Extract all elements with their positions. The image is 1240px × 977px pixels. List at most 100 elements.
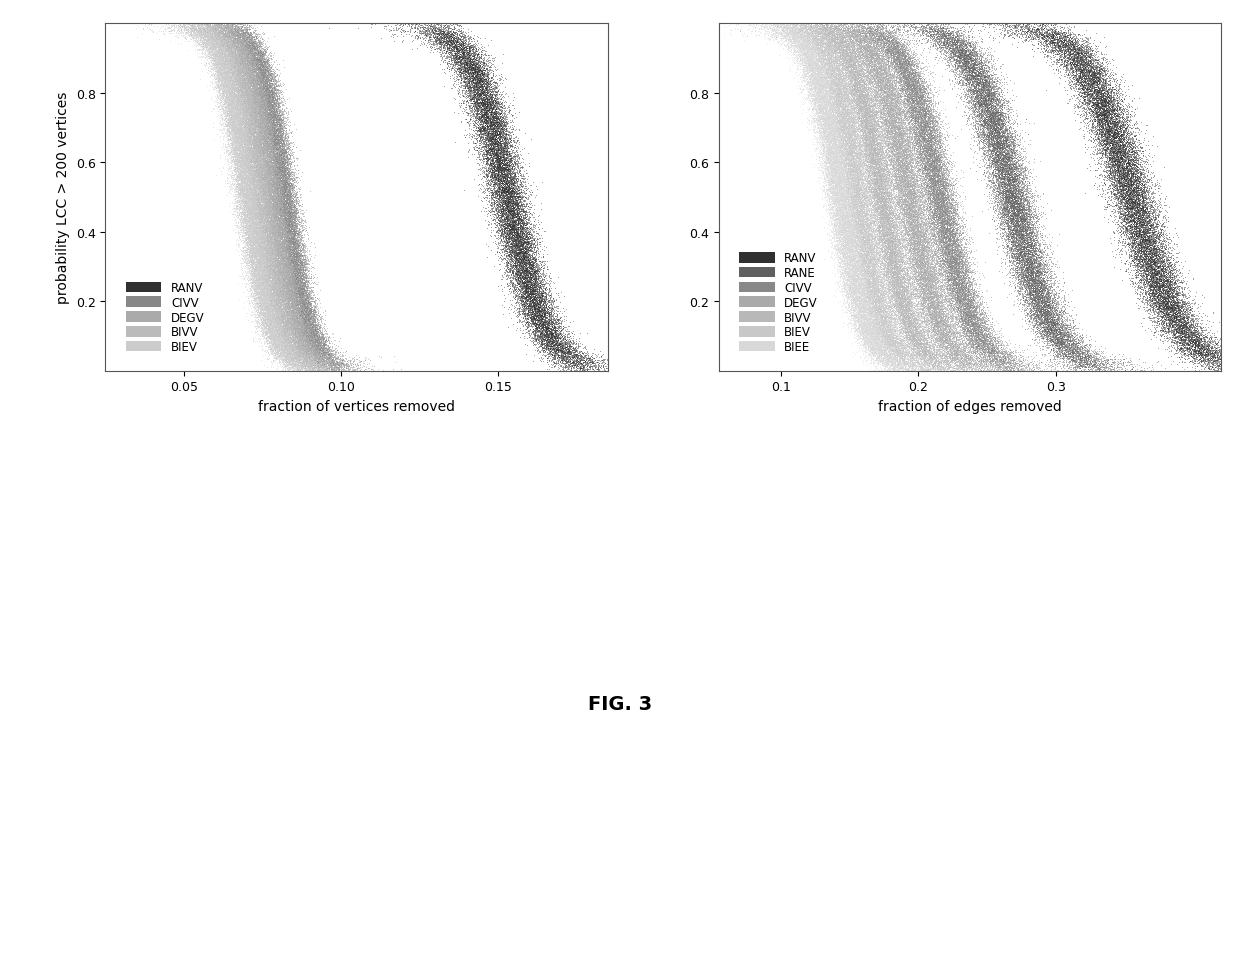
Point: [864, 44, 884, 60]
Point: [807, 25, 827, 41]
Point: [1033, 244, 1053, 260]
Point: [1022, 264, 1042, 279]
Point: [1115, 188, 1135, 203]
Point: [913, 120, 932, 136]
Point: [249, 249, 269, 265]
Point: [842, 133, 862, 149]
Point: [1120, 172, 1140, 188]
Point: [259, 234, 279, 250]
Point: [513, 247, 533, 263]
Point: [965, 61, 985, 76]
Point: [1125, 162, 1145, 178]
Point: [257, 102, 277, 117]
Point: [916, 325, 936, 341]
Point: [895, 323, 915, 339]
Point: [253, 51, 273, 66]
Point: [227, 35, 247, 51]
Point: [895, 225, 915, 240]
Point: [1147, 247, 1167, 263]
Point: [1106, 139, 1126, 154]
Point: [253, 244, 273, 260]
Point: [227, 84, 247, 100]
Point: [246, 266, 265, 281]
Point: [295, 347, 315, 362]
Point: [864, 251, 884, 267]
Point: [242, 212, 262, 228]
Point: [270, 158, 290, 174]
Point: [244, 152, 264, 168]
Point: [837, 234, 857, 250]
Point: [888, 186, 908, 201]
Point: [206, 45, 226, 61]
Point: [851, 72, 870, 88]
Point: [259, 231, 279, 246]
Point: [228, 79, 248, 95]
Point: [1161, 261, 1180, 276]
Point: [233, 53, 253, 68]
Point: [279, 266, 299, 281]
Point: [849, 46, 869, 62]
Point: [1153, 309, 1173, 324]
Point: [510, 232, 529, 247]
Point: [903, 183, 923, 198]
Point: [201, 27, 221, 43]
Point: [828, 251, 848, 267]
Point: [990, 122, 1009, 138]
Point: [1156, 301, 1176, 317]
Point: [248, 235, 268, 251]
Point: [263, 295, 283, 311]
Point: [890, 67, 910, 83]
Point: [1137, 203, 1157, 219]
Point: [878, 145, 898, 160]
Point: [513, 246, 533, 262]
Point: [994, 148, 1014, 163]
Point: [239, 65, 259, 81]
Point: [294, 266, 314, 281]
Point: [500, 183, 520, 198]
Point: [821, 66, 841, 82]
Point: [944, 352, 963, 367]
Point: [263, 104, 283, 119]
Point: [241, 70, 260, 86]
Point: [815, 75, 835, 91]
Point: [873, 246, 893, 262]
Point: [961, 332, 981, 348]
Point: [939, 284, 959, 300]
Point: [1182, 325, 1202, 341]
Point: [1130, 213, 1149, 229]
Point: [1110, 180, 1130, 195]
Point: [868, 356, 888, 371]
Point: [841, 270, 861, 285]
Point: [269, 277, 289, 293]
Point: [487, 112, 507, 128]
Point: [294, 287, 314, 303]
Point: [288, 276, 308, 292]
Point: [254, 150, 274, 166]
Point: [856, 326, 875, 342]
Point: [1107, 136, 1127, 151]
Point: [939, 346, 959, 361]
Point: [944, 217, 963, 233]
Point: [882, 205, 901, 221]
Point: [190, 25, 210, 41]
Point: [481, 123, 501, 139]
Point: [243, 110, 263, 126]
Point: [1174, 304, 1194, 319]
Point: [233, 171, 253, 187]
Point: [1023, 245, 1043, 261]
Point: [246, 41, 265, 57]
Point: [923, 173, 942, 189]
Point: [875, 335, 895, 351]
Point: [246, 64, 265, 79]
Point: [248, 137, 268, 152]
Point: [863, 260, 883, 276]
Point: [254, 307, 274, 322]
Point: [247, 119, 267, 135]
Point: [875, 253, 895, 269]
Point: [898, 280, 918, 296]
Point: [878, 288, 898, 304]
Point: [277, 239, 296, 255]
Point: [278, 234, 298, 249]
Point: [1054, 299, 1074, 315]
Point: [955, 299, 975, 315]
